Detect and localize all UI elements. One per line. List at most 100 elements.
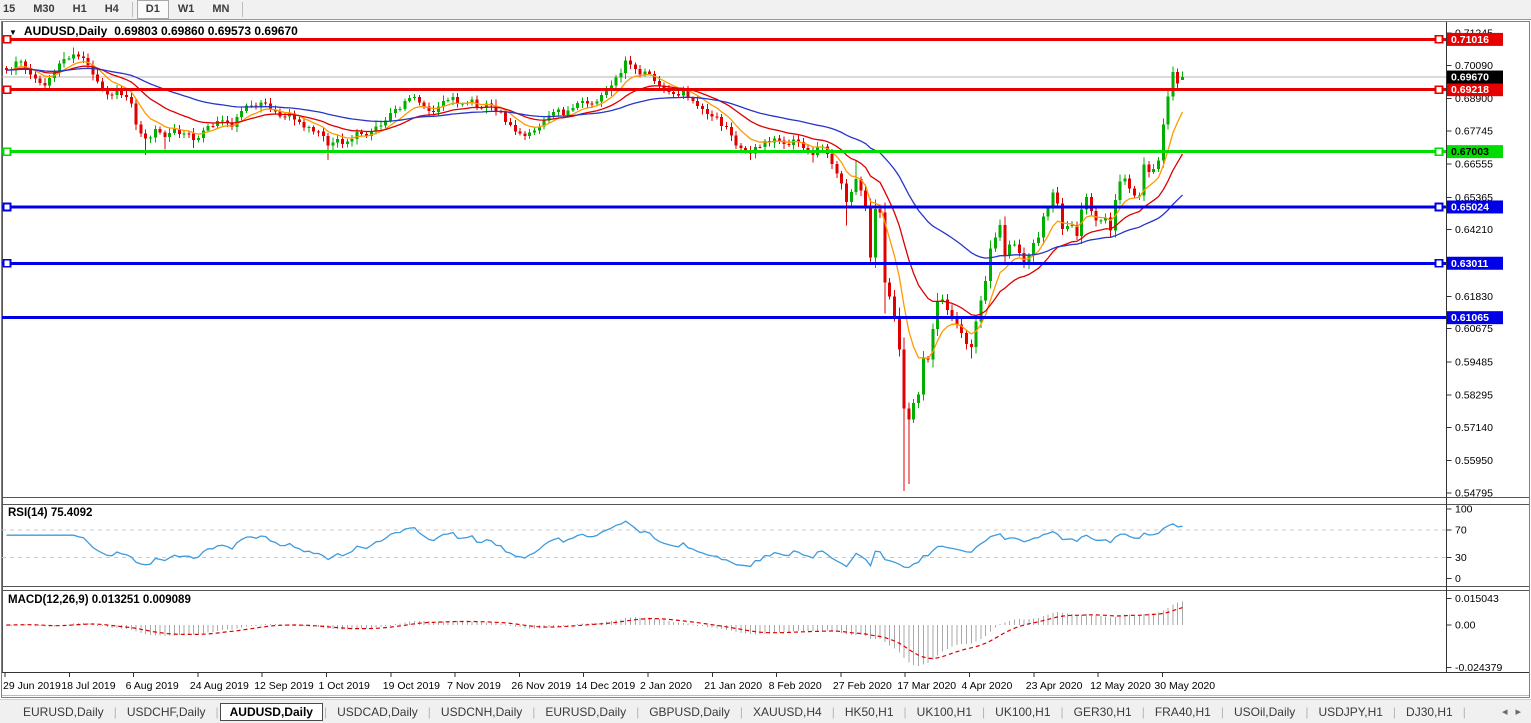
date-axis: 29 Jun 2019 18 Jul 2019 6 Aug 2019 24 Aug 2… bbox=[3, 673, 1215, 692]
svg-text:0.55950: 0.55950 bbox=[1455, 455, 1493, 467]
hline-handle-0.67003[interactable] bbox=[2, 147, 12, 156]
svg-text:0.69218: 0.69218 bbox=[1451, 84, 1489, 96]
svg-text:0.70090: 0.70090 bbox=[1455, 60, 1493, 72]
toolbar-separator bbox=[242, 2, 244, 17]
svg-text:0: 0 bbox=[1455, 573, 1461, 585]
svg-text:8 Feb 2020: 8 Feb 2020 bbox=[769, 680, 822, 692]
candles-layer bbox=[5, 47, 1184, 492]
svg-text:0.66555: 0.66555 bbox=[1455, 159, 1493, 171]
tab-separator: | bbox=[636, 704, 640, 719]
hline-handle-0.69218[interactable] bbox=[2, 85, 12, 94]
svg-text:100: 100 bbox=[1455, 504, 1473, 516]
timeframe-button-m30[interactable]: M30 bbox=[33, 3, 55, 15]
chart-tab-ger30-h1[interactable]: GER30,H1 bbox=[1073, 704, 1132, 719]
tab-separator: | bbox=[323, 704, 328, 719]
price-badge-0.69218 bbox=[1447, 83, 1503, 97]
chart-tab-usdjpy-h1[interactable]: USDJPY,H1 bbox=[1318, 704, 1383, 719]
chart-tab-usdchf-daily[interactable]: USDCHF,Daily bbox=[126, 704, 206, 719]
tab-separator: | bbox=[215, 704, 219, 719]
tab-separator: | bbox=[1141, 704, 1145, 719]
toolbar-separator bbox=[131, 2, 133, 17]
svg-text:0.59485: 0.59485 bbox=[1455, 356, 1493, 368]
svg-text:0.63011: 0.63011 bbox=[1451, 258, 1489, 270]
ma-mid-line bbox=[6, 65, 1184, 317]
svg-text:18 Jul 2019: 18 Jul 2019 bbox=[61, 680, 115, 692]
price-axis: 0.712450.700900.689000.677450.665550.653… bbox=[1446, 28, 1502, 674]
svg-text:26 Nov 2019: 26 Nov 2019 bbox=[511, 680, 571, 692]
svg-text:19 Oct 2019: 19 Oct 2019 bbox=[383, 680, 440, 692]
chart-tab-fra40-h1[interactable]: FRA40,H1 bbox=[1154, 704, 1211, 719]
hline-handle-0.71016[interactable] bbox=[1434, 35, 1444, 44]
hline-handle-0.67003[interactable] bbox=[1434, 147, 1444, 156]
chart-tab-gbpusd-daily[interactable]: GBPUSD,Daily bbox=[649, 704, 730, 719]
svg-text:0.61830: 0.61830 bbox=[1455, 291, 1493, 303]
chart-tab-eurusd-daily[interactable]: EURUSD,Daily bbox=[23, 704, 104, 719]
chart-tab-bar: EURUSD,Daily | USDCHF,Daily | AUDUSD,Daily | U… bbox=[0, 699, 1531, 723]
svg-text:0.65024: 0.65024 bbox=[1451, 201, 1489, 213]
tab-scroll-right-icon[interactable]: ▸ bbox=[1515, 706, 1521, 718]
chart-tab-eurusd-daily[interactable]: EURUSD,Daily bbox=[545, 704, 627, 719]
svg-text:21 Jan 2020: 21 Jan 2020 bbox=[704, 680, 762, 692]
svg-text:23 Apr 2020: 23 Apr 2020 bbox=[1026, 680, 1083, 692]
svg-text:0.69670: 0.69670 bbox=[1451, 72, 1489, 84]
svg-text:12 Sep 2019: 12 Sep 2019 bbox=[254, 680, 314, 692]
ma-slow-line bbox=[6, 67, 1183, 259]
chart-tab-dj30-h1[interactable]: DJ30,H1 bbox=[1406, 704, 1453, 719]
hline-handle-0.63011[interactable] bbox=[2, 258, 12, 268]
tab-scroll-left-icon[interactable]: ◂ bbox=[1501, 706, 1508, 718]
svg-text:0.67003: 0.67003 bbox=[1451, 146, 1489, 158]
svg-text:0.54795: 0.54795 bbox=[1455, 488, 1493, 500]
tab-separator: | bbox=[739, 704, 744, 719]
chart-tab-uk100-h1[interactable]: UK100,H1 bbox=[916, 704, 973, 719]
tab-separator: | bbox=[532, 704, 536, 719]
tab-separator: | bbox=[903, 704, 907, 719]
chart-tab-xauusd-h4[interactable]: XAUUSD,H4 bbox=[753, 704, 822, 719]
svg-text:30: 30 bbox=[1455, 552, 1467, 564]
chart-tab-usdcnh-daily[interactable]: USDCNH,Daily bbox=[440, 704, 523, 719]
chart-tab-usoil-daily[interactable]: USOil,Daily bbox=[1233, 704, 1296, 719]
svg-text:2 Jan 2020: 2 Jan 2020 bbox=[640, 680, 692, 692]
price-badge-0.63011 bbox=[1447, 256, 1503, 270]
tab-separator: | bbox=[1060, 704, 1064, 719]
hline-handle-0.63011[interactable] bbox=[1434, 258, 1444, 268]
hline-handle-0.65024[interactable] bbox=[1434, 202, 1444, 212]
svg-text:14 Dec 2019: 14 Dec 2019 bbox=[576, 680, 636, 692]
tab-separator: | bbox=[982, 704, 986, 719]
timeframe-button-d1[interactable]: D1 bbox=[136, 0, 169, 19]
timeframe-button-15[interactable]: 15 bbox=[3, 3, 16, 15]
tab-scroll-arrows: ◂ ▸ bbox=[1502, 705, 1521, 718]
tab-separator: | bbox=[1392, 704, 1397, 719]
tab-separator: | bbox=[1220, 704, 1224, 719]
chart-dropdown-icon[interactable]: ▼ bbox=[9, 27, 17, 37]
chart-tab-hk50-h1[interactable]: HK50,H1 bbox=[844, 704, 894, 719]
tab-separator: | bbox=[1462, 704, 1466, 719]
hline-handle-0.69218[interactable] bbox=[1434, 85, 1444, 94]
tab-separator: | bbox=[1305, 704, 1309, 719]
chart-tab-audusd-daily[interactable]: AUDUSD,Daily bbox=[219, 702, 323, 721]
chart-symbol-label: AUDUSD,Daily bbox=[23, 24, 108, 38]
svg-text:4 Apr 2020: 4 Apr 2020 bbox=[962, 680, 1013, 692]
svg-text:0.67745: 0.67745 bbox=[1455, 125, 1493, 137]
tab-separator: | bbox=[113, 704, 117, 719]
macd-histogram bbox=[6, 601, 1183, 666]
macd-signal-line bbox=[6, 607, 1183, 660]
timeframe-button-mn[interactable]: MN bbox=[212, 3, 230, 15]
timeframe-button-h4[interactable]: H4 bbox=[104, 3, 119, 15]
timeframe-button-h1[interactable]: H1 bbox=[72, 3, 87, 15]
tab-separator: | bbox=[831, 704, 835, 719]
svg-text:0.61065: 0.61065 bbox=[1451, 312, 1489, 324]
svg-text:17 Mar 2020: 17 Mar 2020 bbox=[897, 680, 956, 692]
hline-handle-0.65024[interactable] bbox=[2, 202, 12, 212]
price-badge-0.61065 bbox=[1447, 311, 1503, 325]
chart-title: ▼ AUDUSD,Daily 0.69803 0.69860 0.69573 0… bbox=[9, 24, 298, 38]
timeframe-button-w1[interactable]: W1 bbox=[177, 3, 195, 15]
chart-tab-usdcad-daily[interactable]: USDCAD,Daily bbox=[337, 704, 418, 719]
svg-text:70: 70 bbox=[1455, 524, 1467, 536]
chart-tab-uk100-h1[interactable]: UK100,H1 bbox=[995, 704, 1051, 719]
chart-ohlc-quotes: 0.69803 0.69860 0.69573 0.69670 bbox=[114, 24, 298, 38]
svg-text:0.57140: 0.57140 bbox=[1455, 422, 1493, 434]
rsi-line bbox=[6, 520, 1183, 569]
hline-handle-0.71016[interactable] bbox=[2, 35, 12, 44]
